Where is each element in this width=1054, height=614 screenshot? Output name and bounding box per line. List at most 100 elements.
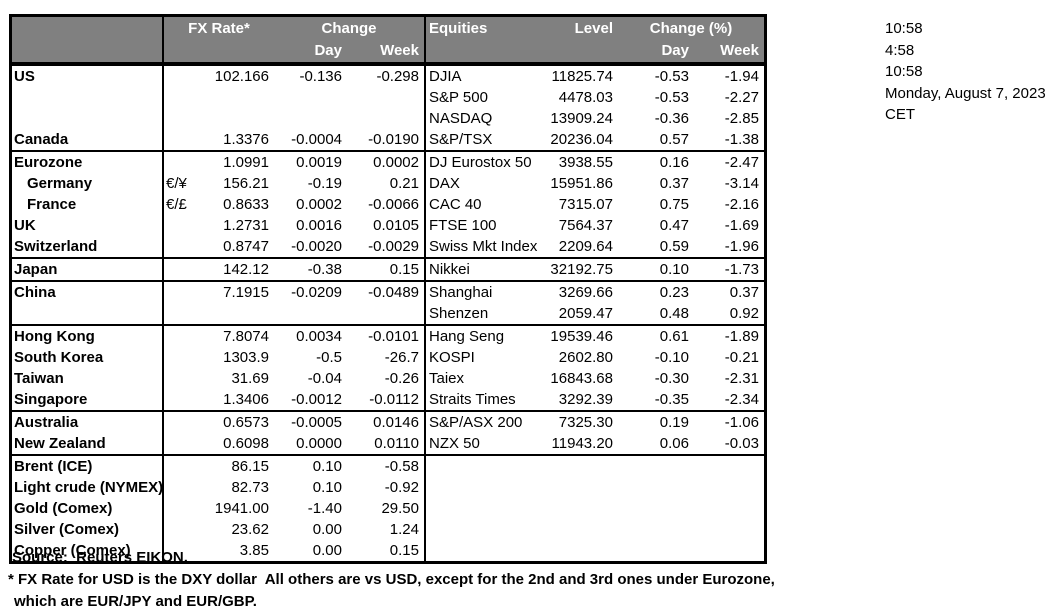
cell-fx-rate: 0.6098 bbox=[223, 435, 269, 452]
cell-equity-name: NZX 50 bbox=[424, 433, 547, 454]
cell-equity-level bbox=[547, 540, 618, 561]
cell-currency-pair bbox=[164, 498, 192, 519]
cell-equity-change-day: 0.19 bbox=[659, 414, 689, 431]
cell-equity-name: Swiss Mkt Index bbox=[424, 236, 547, 257]
cell-fx-change-day: -0.0004 bbox=[291, 131, 342, 148]
cell-equity-level bbox=[547, 498, 618, 519]
cell-equity-name bbox=[424, 456, 547, 477]
header-fx-day: Day bbox=[314, 42, 342, 59]
cell-equity-change-day: 0.06 bbox=[659, 435, 689, 452]
cell-currency-pair bbox=[164, 433, 192, 454]
date-label: Monday, August 7, 2023 bbox=[885, 84, 1046, 102]
cell-equity-level bbox=[547, 519, 618, 540]
cell-fx-change-day: -0.0020 bbox=[291, 238, 342, 255]
table-row: Germany €/¥ 156.21 -0.19 0.21 DAX 15951.… bbox=[12, 173, 764, 194]
table-row: Eurozone 1.0991 0.0019 0.0002 DJ Eurosto… bbox=[12, 150, 764, 173]
cell-currency-pair bbox=[164, 412, 192, 433]
header-equity-change-pct: Change (%) bbox=[649, 20, 733, 37]
cell-equity-name: S&P/ASX 200 bbox=[424, 412, 547, 433]
cell-equity-level: 2209.64 bbox=[558, 238, 613, 255]
cell-fx-change-day: -0.0209 bbox=[291, 284, 342, 301]
cell-fx-change-week: -0.0112 bbox=[369, 391, 419, 408]
cell-fx-change-week: -26.7 bbox=[384, 349, 419, 366]
cell-equity-level bbox=[547, 477, 618, 498]
cell-country: New Zealand bbox=[12, 433, 164, 454]
cell-country: South Korea bbox=[12, 347, 164, 368]
cell-equity-level: 3292.39 bbox=[558, 391, 613, 408]
header-blank-fx bbox=[164, 40, 274, 62]
cell-equity-level: 4478.03 bbox=[558, 89, 613, 106]
cell-equity-change-week bbox=[694, 519, 764, 540]
cell-equity-level: 3269.66 bbox=[558, 284, 613, 301]
cell-fx-rate bbox=[192, 303, 274, 324]
cell-equity-change-day bbox=[618, 456, 694, 477]
cell-fx-rate: 31.69 bbox=[231, 370, 269, 387]
table-header-row-1: FX Rate* Change Equities Level Change (%… bbox=[12, 17, 764, 40]
cell-fx-change-day: -0.38 bbox=[307, 261, 342, 278]
cell-country bbox=[12, 87, 164, 108]
cell-fx-rate: 1.0991 bbox=[223, 154, 269, 171]
cell-fx-change-week: -0.58 bbox=[384, 458, 419, 475]
cell-fx-rate: 1941.00 bbox=[214, 500, 269, 517]
cell-country: Silver (Comex) bbox=[12, 519, 164, 540]
cell-equity-level bbox=[547, 456, 618, 477]
cell-fx-change-day bbox=[274, 303, 347, 324]
cell-equity-change-day: -0.10 bbox=[654, 349, 689, 366]
cell-equity-name: Hang Seng bbox=[424, 326, 547, 347]
cell-currency-pair: €/¥ bbox=[166, 175, 187, 192]
cell-equity-change-week: -1.73 bbox=[724, 261, 759, 278]
cell-fx-change-week: 0.0146 bbox=[373, 414, 419, 431]
cell-equity-change-week bbox=[694, 498, 764, 519]
table-row: Brent (ICE) 86.15 0.10 -0.58 bbox=[12, 454, 764, 477]
cell-equity-level: 32192.75 bbox=[550, 261, 613, 278]
cell-equity-change-day: 0.59 bbox=[659, 238, 689, 255]
cell-country: Light crude (NYMEX) bbox=[14, 477, 164, 498]
cell-equity-level: 11943.20 bbox=[551, 435, 613, 452]
cell-fx-change-week: -0.0029 bbox=[368, 238, 419, 255]
table-row: Switzerland 0.8747 -0.0020 -0.0029 Swiss… bbox=[12, 236, 764, 257]
cell-currency-pair bbox=[164, 282, 192, 303]
cell-equity-change-week: -1.94 bbox=[724, 68, 759, 85]
cell-equity-name: DAX bbox=[424, 173, 547, 194]
cell-fx-change-day: -0.04 bbox=[307, 370, 342, 387]
cell-fx-change-week: -0.0066 bbox=[368, 196, 419, 213]
cell-equity-change-week: -0.21 bbox=[724, 349, 759, 366]
cell-equity-level: 7325.30 bbox=[558, 414, 613, 431]
table-row: Taiwan 31.69 -0.04 -0.26 Taiex 16843.68 … bbox=[12, 368, 764, 389]
cell-country: China bbox=[12, 282, 164, 303]
cell-fx-rate: 7.8074 bbox=[223, 328, 269, 345]
table-row: Japan 142.12 -0.38 0.15 Nikkei 32192.75 … bbox=[12, 257, 764, 280]
cell-equity-change-week: 0.92 bbox=[729, 305, 759, 322]
header-corner-cell-2 bbox=[12, 40, 164, 62]
cell-country bbox=[12, 108, 164, 129]
header-equities: Equities bbox=[424, 17, 547, 40]
cell-equity-change-day: 0.16 bbox=[659, 154, 689, 171]
cell-fx-change-week: 0.0105 bbox=[373, 217, 419, 234]
cell-equity-change-day bbox=[618, 477, 694, 498]
table-row: Copper (Comex) 3.85 0.00 0.15 bbox=[12, 540, 764, 561]
cell-equity-change-week: -0.03 bbox=[724, 435, 759, 452]
table-row: Shenzen 2059.47 0.48 0.92 bbox=[12, 303, 764, 324]
cell-fx-rate: 156.21 bbox=[223, 175, 269, 192]
cell-equity-level: 3938.55 bbox=[558, 154, 613, 171]
cell-fx-change-week bbox=[347, 87, 424, 108]
header-equity-week: Week bbox=[720, 42, 759, 59]
cell-fx-change-week: 0.0002 bbox=[373, 154, 419, 171]
market-table: FX Rate* Change Equities Level Change (%… bbox=[9, 14, 767, 564]
cell-currency-pair bbox=[164, 152, 192, 173]
cell-equity-change-week: -2.47 bbox=[724, 154, 759, 171]
cell-country: Canada bbox=[12, 129, 164, 150]
cell-fx-change-week: -0.298 bbox=[376, 68, 419, 85]
cell-fx-rate: 7.1915 bbox=[223, 284, 269, 301]
table-row: UK 1.2731 0.0016 0.0105 FTSE 100 7564.37… bbox=[12, 215, 764, 236]
cell-equity-change-day: -0.36 bbox=[654, 110, 689, 127]
cell-equity-name: Nikkei bbox=[424, 259, 547, 280]
table-row: China 7.1915 -0.0209 -0.0489 Shanghai 32… bbox=[12, 280, 764, 303]
cell-fx-change-day: 0.0000 bbox=[296, 435, 342, 452]
cell-currency-pair bbox=[164, 236, 192, 257]
cell-equity-change-week: -1.06 bbox=[724, 414, 759, 431]
cell-equity-level: 7315.07 bbox=[558, 196, 613, 213]
cell-fx-rate: 3.85 bbox=[239, 542, 269, 559]
cell-equity-name: NASDAQ bbox=[424, 108, 547, 129]
